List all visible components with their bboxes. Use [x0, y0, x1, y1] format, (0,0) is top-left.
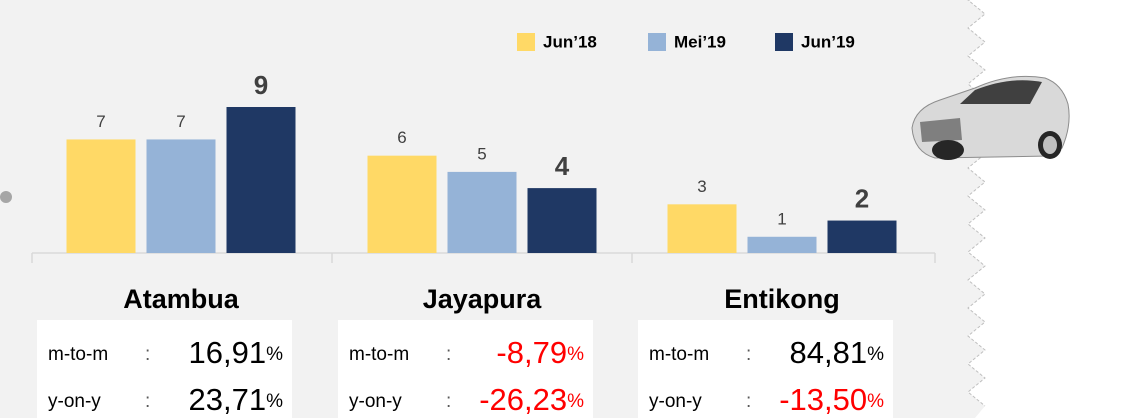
data-label: 1: [777, 209, 786, 228]
data-label: 7: [176, 112, 185, 131]
bar: [147, 139, 216, 253]
stat-separator: :: [145, 391, 150, 412]
stat-number: -13,50: [779, 382, 867, 417]
data-label: 5: [477, 144, 486, 163]
stat-number: 84,81: [790, 335, 868, 370]
bar: [67, 139, 136, 253]
legend-swatch: [648, 33, 666, 51]
stat-unit: %: [867, 344, 884, 365]
slide: Jun’18 Mei’19 Jun’19 7 7 9 Atambua m-to-m: 16,91…: [0, 0, 1140, 418]
stat-separator: :: [446, 391, 451, 412]
stat-unit: %: [567, 391, 584, 412]
stat-number: -26,23: [479, 382, 567, 417]
stat-separator: :: [746, 391, 751, 412]
bar: [368, 156, 437, 253]
category-label: Atambua: [123, 284, 239, 314]
data-label: 7: [96, 112, 105, 131]
data-label: 4: [555, 151, 570, 181]
legend-swatch: [517, 33, 535, 51]
stat-label: m-to-m: [48, 344, 108, 365]
stat-label: y-on-y: [349, 391, 402, 412]
data-label: 6: [397, 128, 406, 147]
stat-number: 23,71: [189, 382, 267, 417]
stat-unit: %: [266, 344, 283, 365]
data-label: 3: [697, 177, 706, 196]
bar: [828, 221, 897, 253]
stat-label: m-to-m: [649, 344, 709, 365]
stat-label: m-to-m: [349, 344, 409, 365]
stat-unit: %: [867, 391, 884, 412]
stat-label: y-on-y: [48, 391, 101, 412]
data-label: 2: [855, 183, 869, 213]
legend-label: Mei’19: [674, 32, 726, 51]
bullet-dot: [0, 191, 12, 203]
category-label: Entikong: [724, 284, 840, 314]
stat-unit: %: [266, 391, 283, 412]
bar: [227, 107, 296, 253]
stat-separator: :: [746, 344, 751, 365]
data-label: 9: [254, 70, 268, 100]
stat-number: 16,91: [189, 335, 267, 370]
bar: [668, 204, 737, 253]
stat-label: y-on-y: [649, 391, 702, 412]
stat-separator: :: [145, 344, 150, 365]
stat-separator: :: [446, 344, 451, 365]
legend-label: Jun’18: [543, 32, 597, 51]
legend-swatch: [775, 33, 793, 51]
bar: [748, 237, 817, 253]
bar: [448, 172, 517, 253]
stat-unit: %: [567, 344, 584, 365]
bar: [528, 188, 597, 253]
stat-number: -8,79: [496, 335, 567, 370]
category-label: Jayapura: [423, 284, 543, 314]
legend-label: Jun’19: [801, 32, 855, 51]
